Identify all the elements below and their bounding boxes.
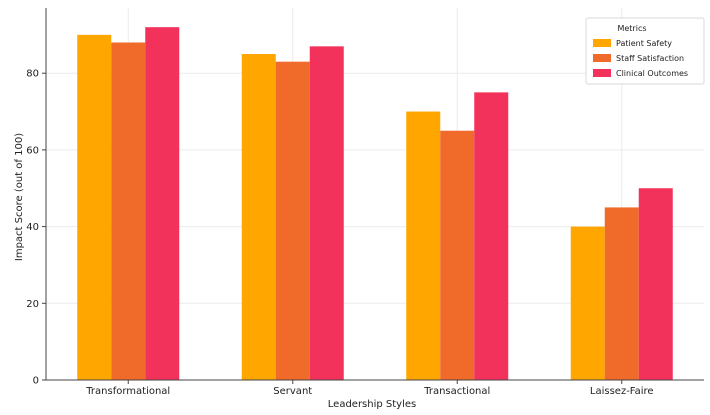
bar xyxy=(570,226,605,380)
legend-label: Clinical Outcomes xyxy=(616,69,688,78)
y-tick-label: 60 xyxy=(26,145,39,156)
legend-label: Staff Satisfaction xyxy=(616,54,684,63)
axes: 0 20 40 60 80 Transformational Servant Transact… xyxy=(26,8,704,397)
bar xyxy=(638,188,673,380)
y-tick-label: 80 xyxy=(26,69,39,80)
bar xyxy=(406,111,441,381)
bar xyxy=(77,34,112,380)
y-tick-label: 20 xyxy=(26,299,39,310)
bar xyxy=(474,92,509,381)
y-axis-title: Impact Score (out of 100) xyxy=(14,133,25,261)
bar xyxy=(440,130,475,380)
legend-swatch xyxy=(593,54,611,62)
bar xyxy=(241,54,276,380)
bar xyxy=(111,42,146,380)
legend-label: Patient Safety xyxy=(616,39,672,48)
y-tick-label: 40 xyxy=(26,222,39,233)
x-tick-label: Transformational xyxy=(85,386,170,397)
legend-title: Metrics xyxy=(617,24,646,33)
bar xyxy=(275,61,310,380)
x-axis-title: Leadership Styles xyxy=(328,399,416,410)
y-tick-label: 0 xyxy=(33,376,39,387)
bars xyxy=(77,27,673,381)
legend: Metrics Patient Safety Staff Satisfaction… xyxy=(585,17,705,85)
bar xyxy=(604,207,639,380)
legend-swatch xyxy=(593,69,611,77)
x-tick-label: Laissez-Faire xyxy=(590,386,654,397)
x-tick-label: Transactional xyxy=(423,386,490,397)
legend-items: Patient Safety Staff Satisfaction Clinical… xyxy=(593,39,688,78)
legend-swatch xyxy=(593,39,611,47)
legend-frame xyxy=(585,17,705,85)
x-tick-label: Servant xyxy=(273,386,312,397)
bar xyxy=(309,46,344,380)
bar xyxy=(145,27,180,380)
